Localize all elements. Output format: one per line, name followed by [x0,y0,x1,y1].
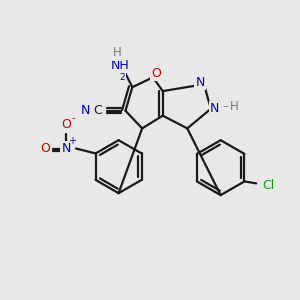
Text: H: H [230,100,238,113]
Text: O: O [40,142,50,155]
Text: +: + [68,136,76,146]
Text: C: C [94,104,102,117]
Text: –: – [223,101,228,111]
Text: N: N [80,104,90,117]
Text: N: N [210,102,220,115]
Text: N: N [195,76,205,89]
Text: 2: 2 [120,73,125,82]
Text: O: O [61,118,71,131]
Text: O: O [151,67,161,80]
Text: Cl: Cl [262,179,274,192]
Text: N: N [61,142,71,155]
Text: -: - [71,113,75,123]
Text: NH: NH [111,59,130,72]
Text: H: H [113,46,122,59]
